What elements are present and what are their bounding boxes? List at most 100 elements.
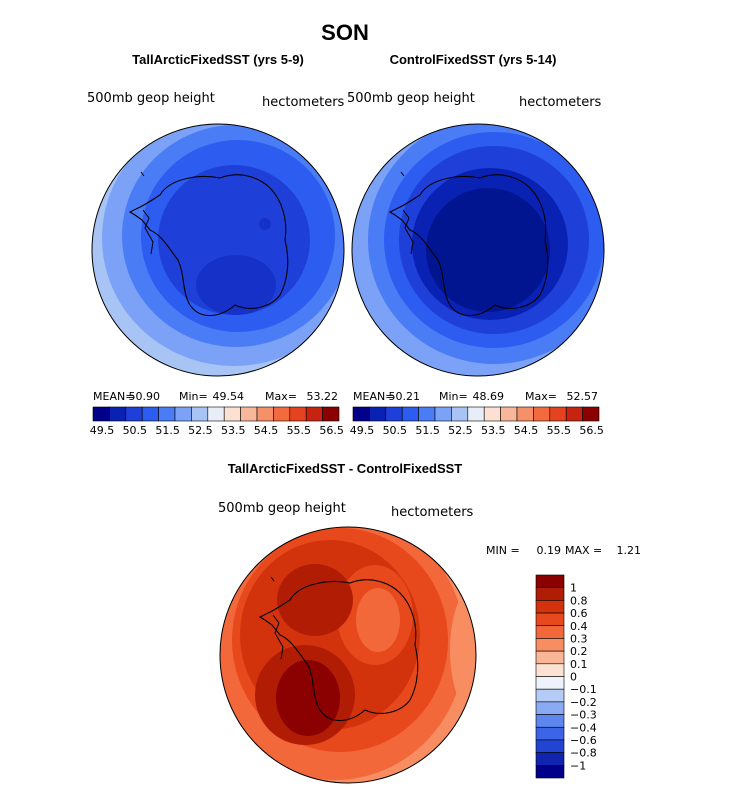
panel-a-mean: 50.90 (129, 390, 161, 403)
figure-title: SON (321, 20, 369, 45)
colorbar-swatch (418, 406, 436, 422)
colorbar-tick-label: −1 (570, 759, 586, 772)
colorbar-swatch (369, 406, 387, 422)
colorbar-swatch (223, 406, 241, 422)
panel-b-max: 52.57 (567, 390, 599, 403)
panel-b-units: hectometers (519, 95, 602, 110)
colorbar-swatch (467, 406, 485, 422)
colorbar-tick-label: 0.6 (570, 607, 588, 620)
panel-a-units: hectometers (262, 95, 345, 110)
panel-control: ControlFixedSST (yrs 5-14) 500mb geop he… (347, 52, 605, 437)
colorbar-swatch (535, 638, 565, 652)
colorbar-tick-label: 49.5 (90, 424, 115, 437)
colorbar-swatch (535, 714, 565, 728)
colorbar-swatch (535, 676, 565, 690)
panel-a-min: 49.54 (213, 390, 245, 403)
contour-band (356, 588, 400, 652)
colorbar-tick-label: 53.5 (221, 424, 246, 437)
colorbar-swatch (535, 688, 565, 703)
colorbar-swatch (535, 752, 565, 766)
panel-c-max: 1.21 (617, 544, 642, 557)
colorbar-swatch (273, 406, 291, 422)
colorbar-tick-label: −0.1 (570, 683, 597, 696)
colorbar-tick-label: 52.5 (448, 424, 473, 437)
panel-c-units: hectometers (391, 505, 474, 520)
colorbar-swatch (125, 406, 143, 422)
coastline (272, 614, 284, 660)
panel-difference: TallArcticFixedSST - ControlFixedSST 500… (218, 461, 642, 784)
panel-b-min-label: Min= (439, 390, 468, 403)
colorbar-tick-label: 55.5 (287, 424, 312, 437)
panel-a-field-label: 500mb geop height (87, 91, 215, 106)
panel-a-mean-label: MEAN= (93, 390, 134, 403)
colorbar-swatch (174, 406, 192, 422)
colorbar-swatch (305, 406, 323, 422)
contour-band (450, 580, 476, 720)
map-border (351, 123, 605, 377)
colorbar-swatch (535, 663, 565, 677)
colorbar-swatch (535, 625, 565, 639)
colorbar-swatch (141, 406, 159, 422)
colorbar-swatch (535, 600, 565, 614)
colorbar-swatch (549, 406, 567, 422)
panel-c-field-label: 500mb geop height (218, 501, 346, 516)
colorbar-swatch (289, 406, 307, 422)
contour-band (276, 660, 340, 736)
contour-band (277, 564, 353, 636)
colorbar-tick-label: 0 (570, 671, 577, 684)
map-border (91, 123, 345, 377)
colorbar-swatch (500, 406, 518, 422)
panel-b-field-label: 500mb geop height (347, 91, 475, 106)
colorbar-swatch (256, 406, 274, 422)
colorbar-swatch (92, 406, 110, 422)
colorbar-swatch (158, 406, 176, 422)
colorbar-tick-label: 0.3 (570, 632, 588, 645)
panel-b-min: 48.69 (473, 390, 505, 403)
colorbar-swatch (401, 406, 419, 422)
colorbar-swatch (483, 406, 501, 422)
colorbar-swatch (516, 406, 534, 422)
colorbar-tick-label: 52.5 (188, 424, 213, 437)
colorbar-tick-label: 0.8 (570, 594, 588, 607)
colorbar-swatch (535, 574, 565, 588)
colorbar-tick-label: 50.5 (123, 424, 148, 437)
colorbar-tick-label: −0.8 (570, 747, 597, 760)
colorbar-swatch (240, 406, 258, 422)
colorbar-tick-label: 51.5 (155, 424, 180, 437)
panel-a-max: 53.22 (307, 390, 339, 403)
colorbar-tick-label: 0.2 (570, 645, 588, 658)
colorbar-tick-label: −0.4 (570, 721, 597, 734)
colorbar-tick-label: 56.5 (319, 424, 344, 437)
colorbar-tick-label: 55.5 (547, 424, 572, 437)
panel-b-mean-label: MEAN= (353, 390, 394, 403)
colorbar-swatch (565, 406, 583, 422)
panel-c-min: 0.19 (537, 544, 562, 557)
colorbar-tick-label: 54.5 (514, 424, 539, 437)
colorbar-tick-label: −0.3 (570, 709, 597, 722)
panel-a-max-label: Max= (265, 390, 297, 403)
colorbar-swatch (535, 765, 565, 779)
panel-c-title: TallArcticFixedSST - ControlFixedSST (228, 461, 463, 476)
colorbar-swatch (582, 406, 600, 422)
colorbar-tick-label: −0.6 (570, 734, 597, 747)
colorbar-swatch (535, 612, 565, 627)
contour-band (196, 255, 276, 315)
colorbar-swatch (207, 406, 225, 422)
colorbar-swatch (535, 739, 565, 753)
contour-band (259, 218, 271, 230)
colorbar-tick-label: 49.5 (350, 424, 375, 437)
panel-a-colorbar: 49.5 50.5 51.5 52.5 53.5 54.5 55.5 56.5 (90, 406, 344, 437)
panel-a-min-label: Min= (179, 390, 208, 403)
coastline (402, 209, 414, 255)
panel-c-colorbar: 10.80.60.40.30.20.10−0.1−0.2−0.3−0.4−0.6… (535, 574, 597, 779)
colorbar-swatch (191, 406, 209, 422)
panel-b-colorbar: 49.5 50.5 51.5 52.5 53.5 54.5 55.5 56.5 (350, 406, 604, 437)
colorbar-tick-label: 51.5 (415, 424, 440, 437)
colorbar-tick-label: 54.5 (254, 424, 279, 437)
colorbar-swatch (322, 406, 340, 422)
colorbar-swatch (535, 701, 565, 715)
coastline (142, 209, 154, 255)
colorbar-swatch (533, 406, 551, 422)
panel-b-mean: 50.21 (389, 390, 421, 403)
